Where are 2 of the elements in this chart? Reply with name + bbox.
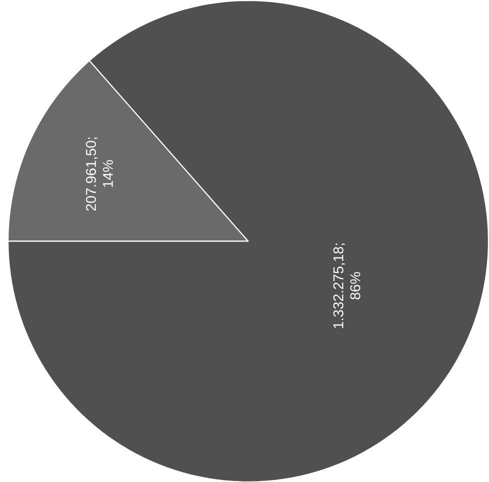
data-label: 1.332.275,18; 86% <box>333 243 360 328</box>
data-label: 207.961,50; 14% <box>86 137 113 210</box>
